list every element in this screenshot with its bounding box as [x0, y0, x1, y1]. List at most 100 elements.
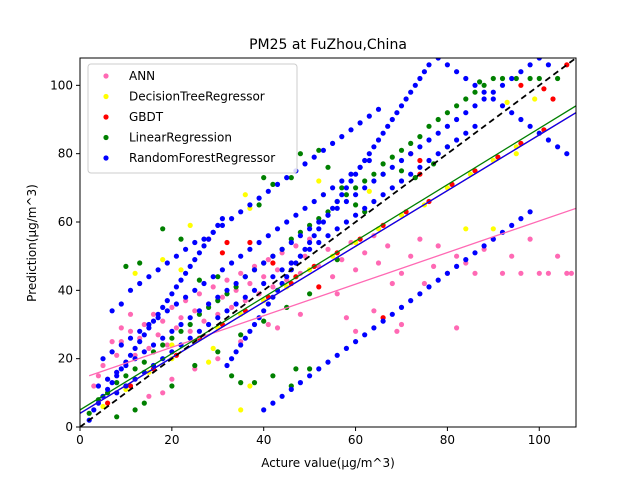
- point-3-29: [353, 185, 359, 191]
- point-3-80: [114, 414, 120, 420]
- point-3-34: [398, 147, 405, 153]
- x-tick-label-3: 60: [348, 433, 363, 447]
- point-3-42: [472, 89, 478, 95]
- point-1-29: [532, 96, 538, 102]
- point-0-37: [261, 274, 267, 280]
- point-1-35: [132, 270, 138, 276]
- point-4-22: [187, 263, 193, 269]
- point-3-0: [86, 410, 92, 416]
- point-4-185: [325, 212, 331, 218]
- point-4-221: [201, 280, 207, 287]
- point-4-194: [408, 151, 414, 157]
- fit-line-0: [88, 207, 576, 377]
- point-4-139: [192, 239, 198, 246]
- point-4-230: [284, 219, 290, 225]
- point-2-17: [495, 154, 501, 160]
- point-4-120: [389, 185, 395, 191]
- point-4-83: [509, 110, 515, 116]
- point-4-263: [472, 250, 478, 256]
- y-tick-label-1: 20: [58, 352, 73, 366]
- point-2-24: [417, 157, 423, 164]
- point-0-1: [95, 373, 101, 379]
- point-3-31: [371, 171, 377, 177]
- point-4-246: [316, 366, 322, 372]
- point-4-65: [385, 123, 391, 129]
- point-4-58: [353, 171, 359, 177]
- point-4-231: [293, 212, 299, 218]
- point-0-17: [169, 304, 175, 310]
- point-0-58: [389, 280, 395, 287]
- point-3-74: [398, 168, 405, 174]
- point-4-78: [463, 75, 469, 82]
- point-4-131: [118, 301, 124, 307]
- point-4-84: [518, 116, 524, 123]
- point-2-12: [380, 222, 386, 228]
- point-4-174: [224, 287, 230, 293]
- point-3-59: [270, 373, 276, 379]
- point-4-130: [109, 308, 115, 314]
- point-4-108: [279, 267, 285, 273]
- point-4-153: [320, 147, 326, 153]
- point-4-186: [334, 205, 340, 211]
- point-4-228: [265, 233, 271, 239]
- point-4-159: [375, 106, 382, 112]
- legend-marker-1: [103, 93, 109, 100]
- point-4-235: [330, 185, 336, 191]
- point-3-55: [215, 274, 221, 280]
- point-4-141: [210, 229, 216, 235]
- point-4-232: [302, 205, 308, 211]
- point-4-18: [169, 291, 175, 297]
- point-0-28: [219, 294, 225, 300]
- point-0-11: [141, 321, 147, 328]
- point-3-83: [169, 383, 175, 389]
- point-4-114: [334, 226, 340, 232]
- point-3-85: [215, 349, 221, 355]
- point-0-40: [274, 267, 281, 273]
- point-3-70: [339, 185, 345, 191]
- point-4-50: [316, 226, 322, 232]
- point-4-33: [238, 342, 244, 348]
- point-1-31: [247, 383, 253, 389]
- point-4-254: [389, 311, 395, 317]
- chart-title: PM25 at FuZhou,China: [249, 37, 407, 53]
- point-2-23: [518, 82, 524, 88]
- point-4-203: [490, 89, 496, 95]
- point-4-34: [242, 335, 248, 341]
- point-0-75: [536, 270, 542, 276]
- point-4-162: [114, 369, 120, 375]
- point-0-50: [330, 274, 336, 280]
- point-3-56: [229, 373, 235, 379]
- point-3-9: [169, 335, 175, 341]
- point-4-38: [261, 308, 267, 314]
- point-0-24: [201, 318, 207, 324]
- point-4-71: [412, 82, 418, 88]
- point-4-177: [251, 267, 258, 273]
- point-1-26: [490, 226, 496, 232]
- point-4-222: [210, 274, 216, 280]
- point-0-64: [435, 243, 441, 249]
- point-4-212: [118, 342, 124, 348]
- point-4-148: [274, 181, 281, 187]
- point-4-247: [325, 359, 331, 365]
- point-1-0: [100, 403, 106, 410]
- point-4-248: [334, 352, 340, 358]
- point-4-197: [435, 130, 441, 136]
- point-4-268: [518, 216, 524, 222]
- point-3-87: [261, 318, 267, 324]
- point-4-170: [187, 315, 193, 321]
- point-3-57: [238, 380, 244, 386]
- point-0-72: [509, 253, 515, 259]
- point-4-7: [118, 366, 124, 372]
- point-3-51: [137, 260, 143, 266]
- point-0-71: [499, 270, 506, 276]
- point-4-184: [316, 219, 322, 225]
- point-4-190: [371, 178, 377, 184]
- point-4-181: [288, 239, 294, 246]
- point-4-202: [481, 96, 487, 102]
- point-3-65: [270, 181, 276, 187]
- point-0-8: [127, 328, 134, 334]
- point-3-78: [477, 79, 483, 85]
- legend: ANN DecisionTreeRegressor GBDT LinearRegres…: [87, 63, 298, 174]
- point-0-66: [454, 253, 460, 259]
- point-4-19: [173, 284, 179, 290]
